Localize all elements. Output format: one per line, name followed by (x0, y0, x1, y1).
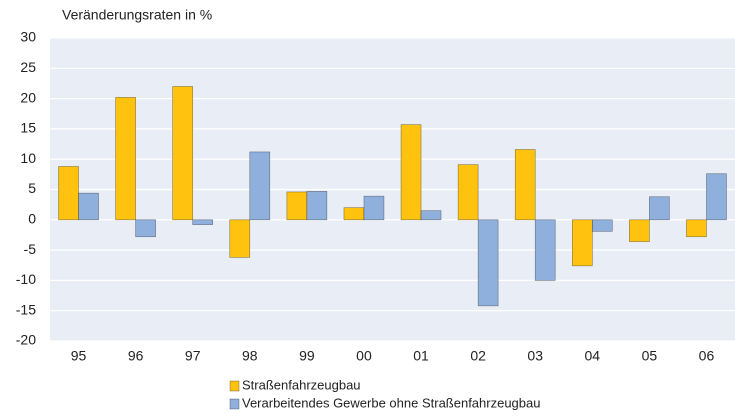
bar (286, 191, 308, 221)
y-tick-label: 15 (20, 120, 36, 136)
bar (249, 151, 271, 221)
legend-label: Verarbeitendes Gewerbe ohne Straßenfahrz… (242, 395, 540, 410)
y-tick-label: -15 (16, 301, 36, 317)
bar (400, 124, 422, 221)
bar (343, 207, 365, 221)
bar (457, 164, 479, 221)
y-tick-label: 20 (20, 89, 36, 105)
y-tick-label: -20 (16, 332, 36, 348)
y-tick-label: 0 (28, 211, 36, 227)
y-tick-label: 5 (28, 180, 36, 196)
bar (591, 219, 613, 232)
bar (571, 219, 593, 267)
bar (172, 86, 194, 221)
chart-title: Veränderungsraten in % (62, 7, 212, 23)
bar (58, 166, 79, 221)
x-tick-label: 02 (470, 348, 486, 364)
y-tick-label: -5 (24, 241, 37, 257)
x-tick-label: 05 (642, 348, 658, 364)
bar (363, 195, 385, 221)
legend-label: Straßenfahrzeugbau (242, 377, 361, 392)
bar (420, 210, 442, 221)
legend-swatch (229, 380, 240, 392)
bar (706, 173, 727, 221)
x-tick-label: 99 (299, 348, 315, 364)
bar (686, 219, 707, 238)
x-tick-label: 95 (71, 348, 87, 364)
bar (534, 219, 556, 281)
bar (514, 149, 536, 221)
bar (477, 219, 499, 307)
x-tick-label: 06 (699, 348, 715, 364)
x-tick-label: 00 (356, 348, 372, 364)
bar (135, 219, 156, 238)
bar (78, 192, 99, 221)
x-tick-label: 01 (413, 348, 429, 364)
x-tick-label: 04 (585, 348, 601, 364)
x-tick-label: 97 (185, 348, 201, 364)
legend-swatch (229, 398, 240, 410)
y-tick-label: -10 (16, 271, 36, 287)
y-tick-label: 25 (20, 59, 36, 75)
bar (629, 219, 650, 242)
bar (229, 219, 251, 258)
bar (115, 97, 136, 221)
bar (649, 196, 670, 221)
x-tick-label: 98 (242, 348, 258, 364)
y-tick-label: 30 (20, 29, 36, 45)
bar (306, 191, 328, 221)
x-tick-label: 03 (527, 348, 543, 364)
x-tick-label: 96 (128, 348, 144, 364)
bar (192, 219, 214, 225)
y-tick-label: 10 (20, 150, 36, 166)
